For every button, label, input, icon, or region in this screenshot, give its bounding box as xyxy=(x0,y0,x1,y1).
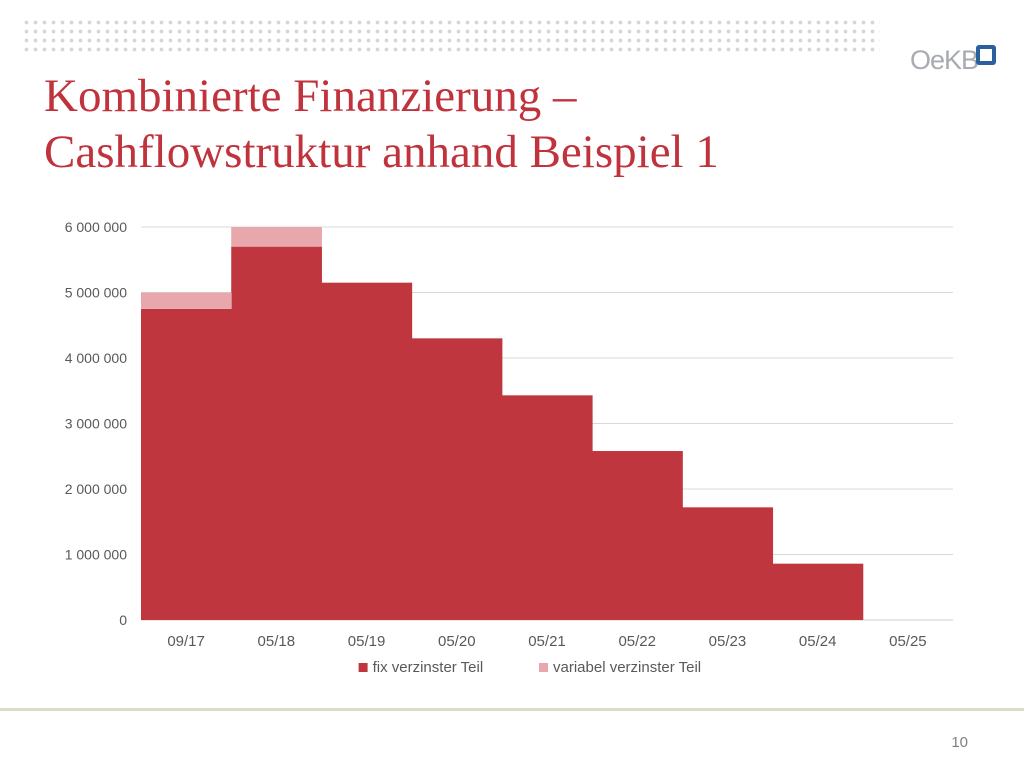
x-tick-label: 05/22 xyxy=(618,633,656,650)
series-0-step-05-22 xyxy=(592,451,683,620)
y-tick-label: 5 000 000 xyxy=(65,285,127,301)
series-0-step-05-19 xyxy=(321,282,413,620)
x-tick-label: 05/18 xyxy=(258,633,296,650)
oekb-logo-text: OeKB xyxy=(910,45,979,75)
oekb-logo: OeKB xyxy=(910,44,1000,76)
x-tick-label: 05/19 xyxy=(348,633,386,650)
y-tick-label: 3 000 000 xyxy=(65,416,127,432)
x-tick-label: 05/24 xyxy=(799,633,837,650)
legend-swatch xyxy=(358,663,368,672)
y-tick-label: 0 xyxy=(119,612,127,628)
cashflow-stacked-step-chart: 0 1 000 000 2 000 000 3 000 000 4 000 000 5 0… xyxy=(65,219,953,676)
series-0-step-05-20 xyxy=(411,338,503,620)
y-tick-label: 2 000 000 xyxy=(65,481,127,497)
series-0-step-05-21 xyxy=(501,395,593,620)
slide-title: Kombinierte Finanzierung – Cashflowstruk… xyxy=(44,68,719,180)
x-tick-label: 05/25 xyxy=(889,633,927,650)
y-tick-label: 1 000 000 xyxy=(65,547,127,563)
page-number: 10 xyxy=(951,734,968,751)
x-tick-label: 05/23 xyxy=(709,633,747,650)
slide-title-line-2: Cashflowstruktur anhand Beispiel 1 xyxy=(44,126,719,178)
y-tick-label: 6 000 000 xyxy=(65,219,127,235)
series-1-step-05-18 xyxy=(231,227,322,247)
x-tick-label: 05/21 xyxy=(528,633,566,650)
y-tick-label: 4 000 000 xyxy=(65,350,127,366)
oekb-logo-square-icon xyxy=(976,45,996,65)
legend-label: fix verzinster Teil xyxy=(373,659,484,676)
footer-divider xyxy=(0,708,1024,711)
series-0-step-05-18 xyxy=(231,246,322,620)
series-0-step-09-17 xyxy=(141,308,232,620)
legend-swatch xyxy=(539,663,548,672)
series-0-step-05-23 xyxy=(682,507,774,620)
series-1-step-09-17 xyxy=(141,292,232,309)
decorative-dot-pattern xyxy=(22,18,880,56)
slide-title-line-1: Kombinierte Finanzierung – xyxy=(44,70,577,122)
x-tick-label: 05/20 xyxy=(438,633,476,650)
x-tick-label: 09/17 xyxy=(167,633,205,650)
series-0-step-05-24 xyxy=(772,563,864,620)
legend-label: variabel verzinster Teil xyxy=(553,659,701,676)
